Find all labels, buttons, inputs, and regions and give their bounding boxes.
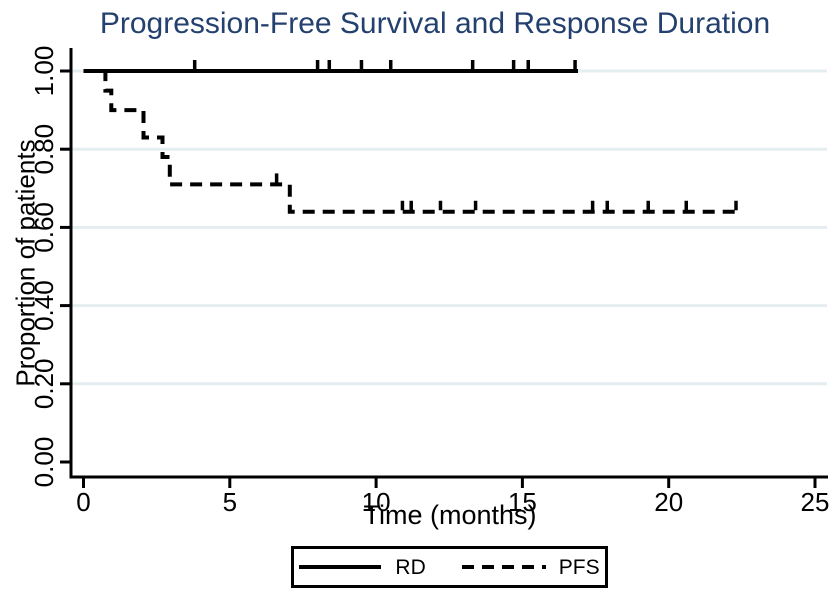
svg-text:0.40: 0.40: [29, 280, 59, 331]
y-axis-title: Proportion of patients: [10, 139, 41, 387]
svg-text:20: 20: [654, 487, 683, 517]
x-axis-title: Time (months): [363, 500, 537, 530]
chart-title: Progression-Free Survival and Response D…: [99, 7, 771, 40]
legend-box: RD PFS: [291, 546, 608, 588]
svg-text:1.00: 1.00: [29, 46, 59, 97]
rd-line-sample-icon: [299, 565, 382, 569]
svg-text:5: 5: [223, 487, 237, 517]
legend-label-rd: RD: [395, 555, 426, 579]
svg-text:0.80: 0.80: [29, 124, 59, 175]
pfs-line-sample-icon: [461, 565, 546, 569]
svg-text:0.20: 0.20: [29, 358, 59, 409]
legend-label-pfs: PFS: [558, 555, 600, 579]
svg-text:0.00: 0.00: [29, 437, 59, 488]
svg-text:0: 0: [76, 487, 90, 517]
svg-text:10: 10: [362, 487, 391, 517]
svg-text:0.60: 0.60: [29, 202, 59, 253]
svg-text:15: 15: [508, 487, 537, 517]
svg-text:25: 25: [801, 487, 830, 517]
